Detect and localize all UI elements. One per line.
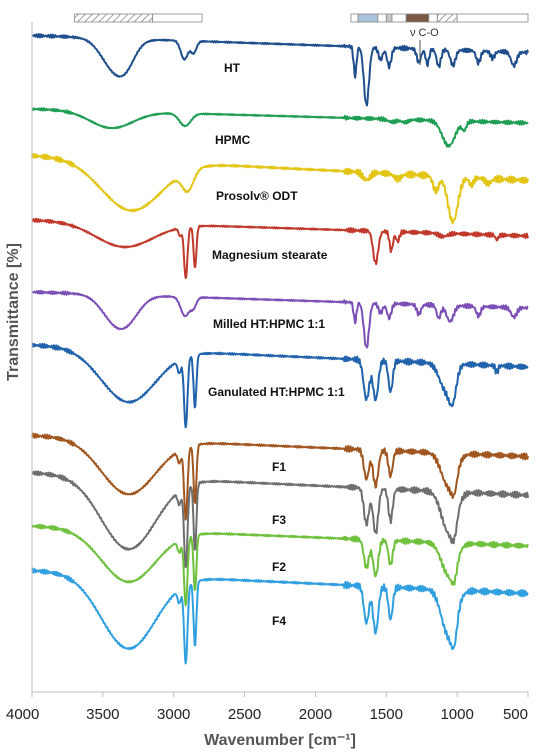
x-tick-label-3500: 3500 [86,706,119,723]
series-label-7: F1 [272,460,286,474]
region-bar-2-segment-6 [405,13,430,23]
series-line-9 [31,523,529,607]
series-line-10 [31,567,529,665]
series-label-5: Milled HT:HPMC 1:1 [213,317,325,331]
series-label-6: Ganulated HT:HPMC 1:1 [208,385,345,399]
region-bar-2-segment-2 [357,13,379,23]
series-label-8: F3 [272,513,286,527]
series-line-1 [31,33,529,107]
series-label-1: HT [224,61,241,75]
series-label-3: Prosolv® ODT [216,189,298,203]
series-label-9: F2 [272,560,286,574]
series-line-5 [31,289,529,349]
region-bar-1-segment-1 [74,13,153,23]
series-line-3 [31,153,529,225]
region-bar-2-segment-7 [428,13,438,23]
x-tick-label-2000: 2000 [299,706,332,723]
vco-annotation: ν C-O [410,27,439,65]
region-bar-2-segment-8 [436,13,458,23]
series-label-10: F4 [272,614,286,628]
region-bar-2-segment-4 [385,13,393,23]
series-line-2 [31,107,529,148]
series-line-6 [31,342,529,429]
region-bar-2-segment-3 [377,13,387,23]
spectra-traces [31,33,529,665]
x-tick-label-4000: 4000 [6,706,39,723]
annotation-label: ν C-O [410,27,439,39]
series-line-8 [31,470,529,569]
x-axis-ticks: 4000 3500 3000 2500 2000 1500 1000 500 [6,692,529,723]
x-axis-title: Wavenumber [cm⁻¹] [204,732,356,749]
series-line-7 [31,432,529,521]
x-tick-label-2500: 2500 [228,706,261,723]
x-tick-label-3000: 3000 [157,706,190,723]
region-bar-2-segment-5 [391,13,407,23]
region-bar-2-segment-9 [456,13,529,23]
region-bar-1-segment-2 [152,13,203,23]
x-tick-label-1500: 1500 [370,706,403,723]
series-label-2: HPMC [215,133,251,147]
spectral-region-bars [74,13,529,23]
series-label-4: Magnesium stearate [212,248,328,262]
region-bar-2-segment-1 [350,13,359,23]
x-tick-label-500: 500 [503,706,528,723]
series-line-4 [31,217,529,279]
x-tick-label-1000: 1000 [440,706,473,723]
series-labels: HT HPMC Prosolv® ODT Magnesium stearate Mill… [208,61,345,628]
y-axis-title: Transmittance [%] [5,243,22,381]
